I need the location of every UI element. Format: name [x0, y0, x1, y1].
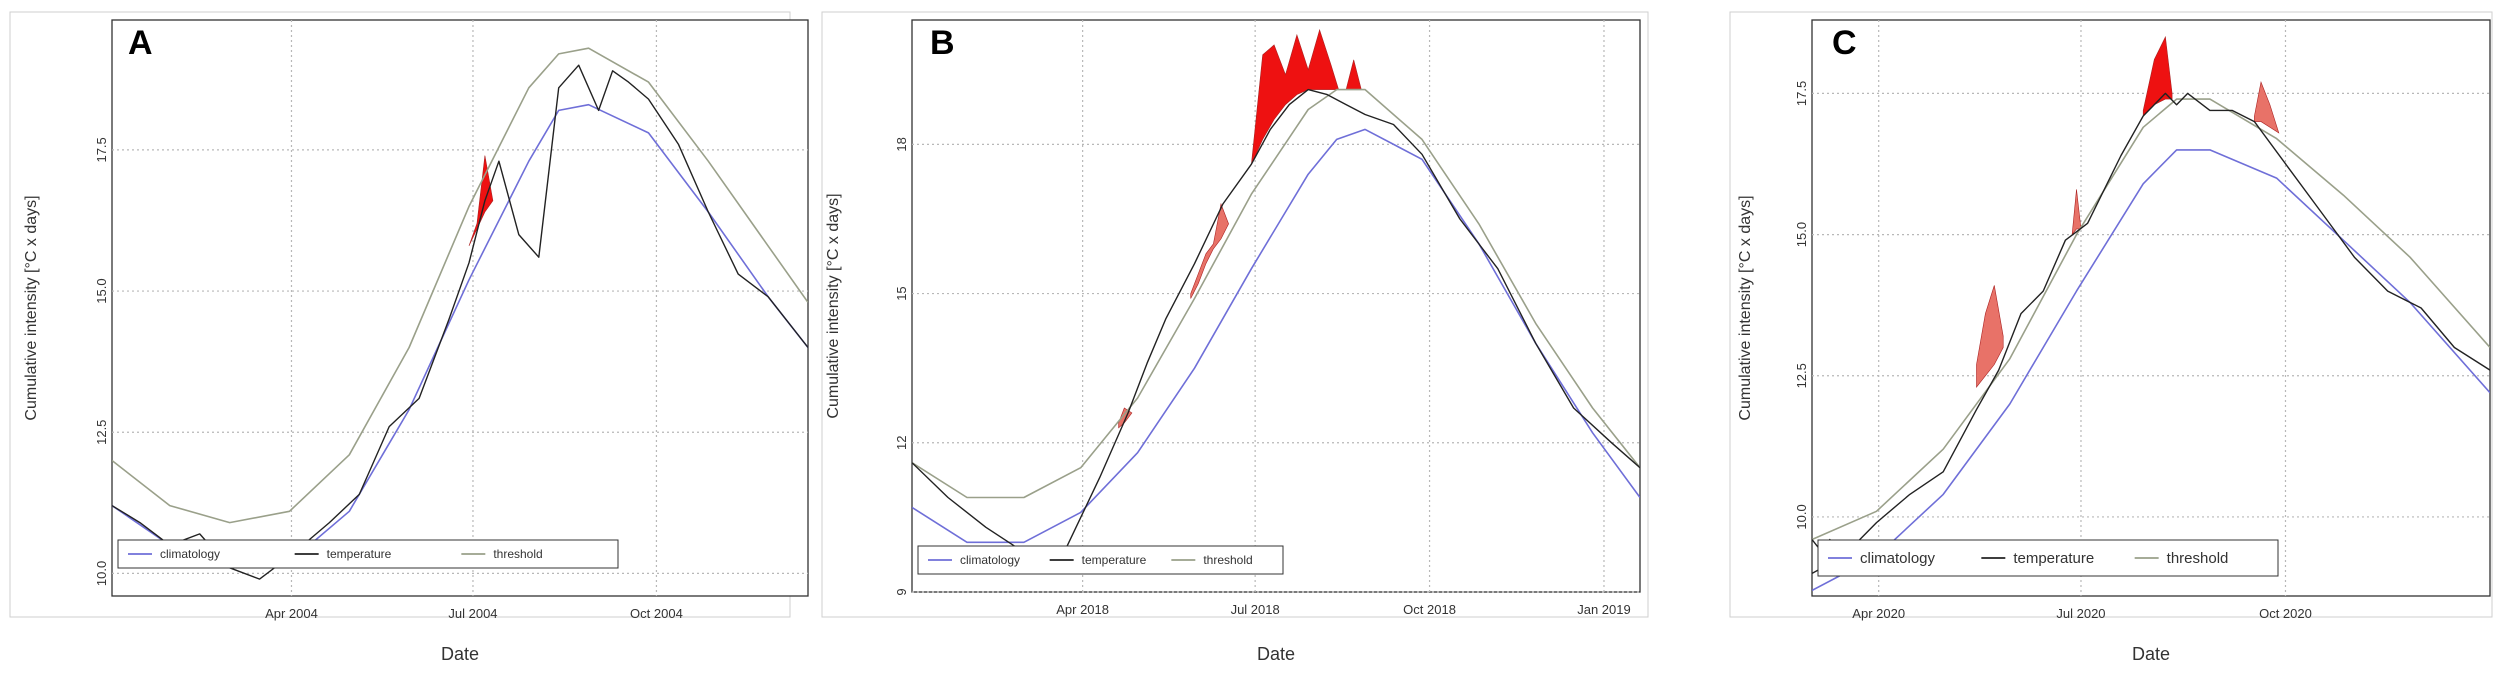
legend-box [917, 545, 1284, 575]
legend: climatology temperature threshold [117, 539, 619, 569]
panel-label: C [1832, 24, 1857, 62]
y-tick-label: 17.5 [94, 137, 109, 162]
event-area-0 [1976, 285, 2004, 388]
y-tick-label: 12 [894, 436, 909, 450]
y-tick-label: 12.5 [1794, 363, 1809, 388]
x-tick-label: Apr 2004 [265, 606, 318, 621]
legend-box [1817, 539, 2279, 577]
y-tick-label: 10.0 [94, 561, 109, 586]
chart-panel-a: Apr 2004 Jul 2004 Oct 2004 10.0 12.5 15.0 17.5… [9, 11, 809, 664]
data-layer [912, 28, 1640, 558]
x-axis-title: Date [441, 644, 479, 664]
y-axis-title: Cumulative intensity [°C x days] [23, 195, 40, 420]
legend-label-climatology: climatology [1860, 550, 1936, 567]
series-line-threshold [112, 47, 808, 524]
panel-label: B [930, 24, 955, 62]
x-tick-label: Oct 2018 [1403, 602, 1456, 617]
series-line-climatology [1812, 149, 2490, 592]
x-tick-label: Jan 2019 [1577, 602, 1631, 617]
legend-label-climatology: climatology [960, 553, 1020, 567]
y-tick-label: 18 [894, 137, 909, 151]
y-tick-label: 17.5 [1794, 81, 1809, 106]
y-tick-label: 15.0 [1794, 222, 1809, 247]
event-area-3 [2254, 81, 2280, 134]
y-axis-title: Cumulative intensity [°C x days] [1737, 195, 1754, 420]
y-tick-label: 15.0 [94, 278, 109, 303]
legend-label-threshold: threshold [493, 547, 542, 561]
data-layer [1812, 35, 2490, 592]
legend: climatology temperature threshold [917, 545, 1284, 575]
x-tick-label: Oct 2020 [2259, 606, 2312, 621]
chart-panel-b: Apr 2018 Jul 2018 Oct 2018 Jan 2019 9 12 15 18 D… [821, 11, 1649, 664]
y-tick-label: 10.0 [1794, 504, 1809, 529]
x-tick-label: Jul 2004 [448, 606, 497, 621]
x-axis-title: Date [2132, 644, 2170, 664]
y-tick-label: 12.5 [94, 420, 109, 445]
y-tick-label: 15 [894, 286, 909, 300]
legend-box [117, 539, 619, 569]
legend-label-temperature: temperature [2013, 550, 2094, 567]
x-tick-label: Jul 2020 [2056, 606, 2105, 621]
x-tick-label: Apr 2018 [1056, 602, 1109, 617]
x-axis-title: Date [1257, 644, 1295, 664]
series-line-climatology [912, 128, 1640, 544]
legend-label-temperature: temperature [1082, 553, 1147, 567]
x-tick-label: Oct 2004 [630, 606, 683, 621]
series-line-threshold [912, 88, 1640, 499]
legend-label-climatology: climatology [160, 547, 220, 561]
panel-label: A [128, 24, 153, 62]
series-line-threshold [1812, 98, 2490, 541]
y-tick-label: 9 [894, 588, 909, 595]
series-line-temperature [912, 88, 1640, 558]
legend-label-temperature: temperature [327, 547, 392, 561]
event-area-1 [1190, 202, 1229, 299]
chart-panel-c: Apr 2020 Jul 2020 Oct 2020 10.0 12.5 15.0 17.5… [1729, 11, 2493, 664]
legend: climatology temperature threshold [1817, 539, 2279, 577]
legend-label-threshold: threshold [2167, 550, 2229, 567]
plot-area [1811, 19, 2491, 597]
legend-label-threshold: threshold [1203, 553, 1252, 567]
y-axis-title: Cumulative intensity [°C x days] [825, 193, 842, 418]
plot-area [111, 19, 809, 597]
series-line-temperature [1812, 92, 2490, 575]
x-tick-label: Apr 2020 [1852, 606, 1905, 621]
series-line-temperature [112, 64, 808, 580]
x-tick-label: Jul 2018 [1231, 602, 1280, 617]
